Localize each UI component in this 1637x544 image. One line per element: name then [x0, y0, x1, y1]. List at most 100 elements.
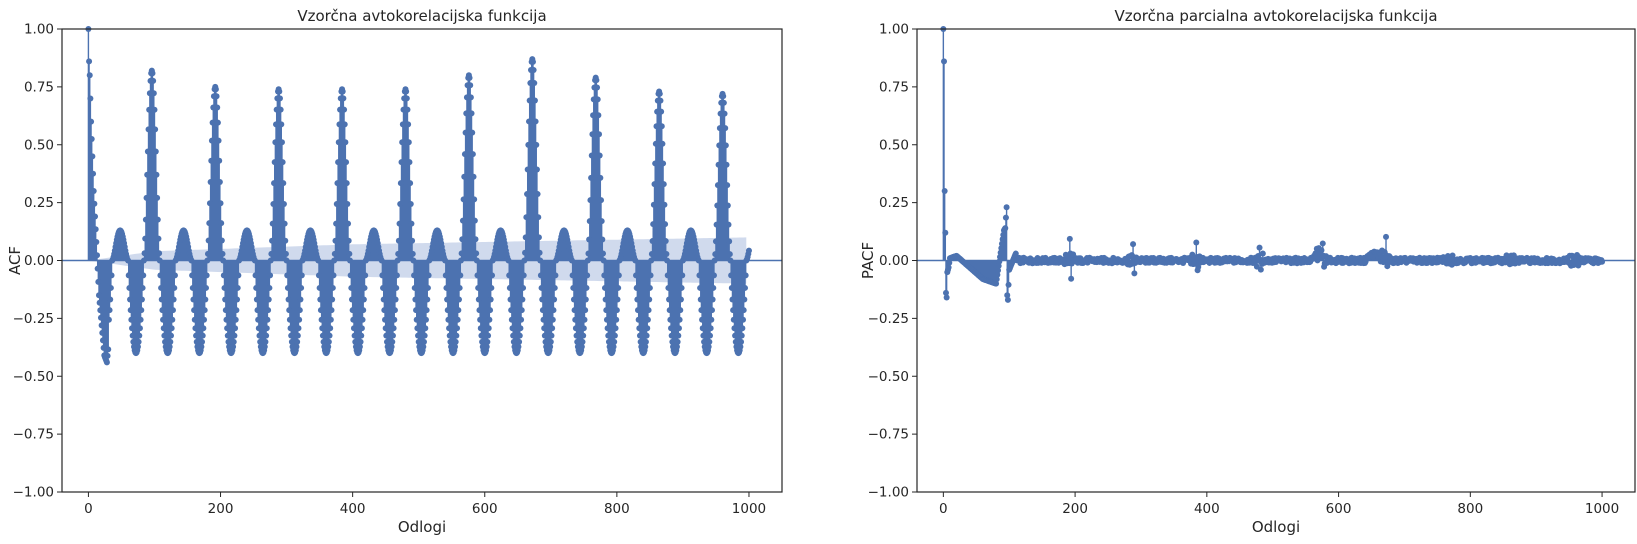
acf-point	[407, 180, 414, 187]
acf-point	[388, 343, 395, 350]
acf-point	[741, 296, 748, 303]
acf-point	[422, 325, 429, 332]
acf-point	[584, 257, 591, 264]
acf-point	[390, 325, 397, 332]
acf-point	[340, 95, 347, 102]
acf-point	[212, 86, 219, 93]
acf-point	[462, 129, 469, 136]
acf-point	[205, 237, 212, 244]
acf-point	[329, 284, 336, 291]
acf-point	[572, 316, 579, 323]
acf-point	[391, 307, 398, 314]
acf-point	[139, 284, 146, 291]
acf-point	[138, 307, 145, 314]
acf-point	[532, 118, 539, 125]
acf-point	[642, 338, 649, 345]
acf-point	[343, 180, 350, 187]
pacf-point	[1318, 247, 1325, 254]
acf-point	[268, 250, 275, 257]
pacf-y-tick-label: 0.75	[879, 79, 909, 95]
acf-point	[452, 343, 459, 350]
acf-point	[537, 272, 544, 279]
acf-point	[105, 346, 112, 353]
acf-y-tick-label: 0.00	[24, 253, 54, 269]
pacf-point	[1599, 258, 1606, 265]
acf-point	[319, 325, 326, 332]
acf-point	[347, 272, 354, 279]
acf-point	[642, 343, 649, 350]
acf-point	[588, 152, 595, 159]
acf-point	[404, 106, 411, 113]
acf-point	[272, 139, 279, 146]
acf-point	[399, 139, 406, 146]
acf-point	[333, 200, 340, 207]
acf-point	[662, 238, 669, 245]
acf-point	[586, 218, 593, 225]
acf-point	[550, 307, 557, 314]
acf-point	[358, 325, 365, 332]
acf-point	[420, 338, 427, 345]
acf-point	[198, 343, 205, 350]
acf-point	[675, 332, 682, 339]
acf-point	[461, 151, 468, 158]
acf-point	[316, 284, 323, 291]
acf-point	[604, 325, 611, 332]
acf-point	[740, 307, 747, 314]
acf-point	[460, 196, 467, 203]
acf-point	[510, 332, 517, 339]
acf-point	[269, 220, 276, 227]
acf-point	[149, 70, 156, 77]
acf-point	[525, 141, 532, 148]
acf-point	[261, 343, 268, 350]
acf-point	[162, 338, 169, 345]
pacf-point	[1130, 241, 1137, 248]
pacf-point	[946, 259, 953, 266]
acf-point	[665, 284, 672, 291]
acf-point	[145, 126, 152, 133]
acf-point	[264, 316, 271, 323]
acf-point	[104, 352, 111, 359]
acf-point	[348, 296, 355, 303]
pacf-markers-layer	[940, 26, 1606, 303]
acf-point	[572, 325, 579, 332]
acf-point	[263, 325, 270, 332]
acf-point	[485, 332, 492, 339]
acf-point	[573, 332, 580, 339]
acf-point	[397, 180, 404, 187]
pacf-y-tick-label: −0.25	[868, 311, 909, 327]
acf-point	[738, 338, 745, 345]
acf-point	[442, 257, 449, 264]
acf-x-tick-label: 1000	[732, 501, 766, 517]
acf-point	[643, 332, 650, 339]
acf-point	[730, 316, 737, 323]
acf-point	[552, 272, 559, 279]
acf-point	[445, 316, 452, 323]
acf-point	[458, 250, 465, 257]
acf-point	[328, 307, 335, 314]
acf-point	[415, 338, 422, 345]
acf-point	[144, 148, 151, 155]
acf-point	[710, 272, 717, 279]
acf-point	[506, 284, 513, 291]
acf-point	[594, 84, 601, 91]
acf-point	[284, 284, 291, 291]
pacf-point	[943, 294, 950, 301]
acf-point	[265, 307, 272, 314]
acf-point	[255, 325, 262, 332]
acf-y-tick-label: −0.25	[13, 311, 54, 327]
acf-point	[208, 137, 215, 144]
acf-point	[646, 284, 653, 291]
acf-point	[330, 272, 337, 279]
acf-point	[285, 296, 292, 303]
acf-point	[707, 325, 714, 332]
acf-point	[393, 272, 400, 279]
acf-point	[394, 257, 401, 264]
acf-y-tick-label: 0.25	[24, 195, 54, 211]
acf-point	[580, 332, 587, 339]
acf-point	[488, 284, 495, 291]
pacf-chart-title: Vzorčna parcialna avtokorelacijska funkc…	[1114, 7, 1437, 25]
acf-point	[615, 284, 622, 291]
acf-point	[168, 325, 175, 332]
acf-point	[658, 108, 665, 115]
acf-point	[424, 284, 431, 291]
